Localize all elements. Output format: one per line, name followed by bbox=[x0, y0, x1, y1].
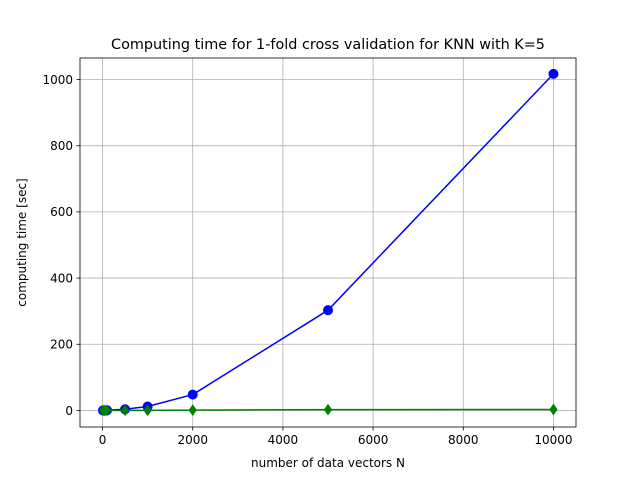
y-tick-label: 800 bbox=[50, 139, 73, 153]
y-tick-label: 600 bbox=[50, 205, 73, 219]
x-tick-label: 2000 bbox=[177, 433, 208, 447]
x-tick-label: 6000 bbox=[358, 433, 389, 447]
data-point bbox=[323, 305, 333, 316]
data-point bbox=[187, 389, 198, 400]
x-tick-label: 8000 bbox=[448, 433, 479, 447]
data-point bbox=[323, 403, 333, 416]
series-2 bbox=[98, 403, 558, 417]
y-tick-label: 200 bbox=[50, 338, 73, 352]
axes-frame bbox=[79, 57, 577, 428]
plot-area bbox=[97, 68, 559, 417]
y-tick-label: 0 bbox=[65, 404, 73, 418]
y-axis-label: computing time [sec] bbox=[15, 178, 29, 306]
data-point bbox=[102, 404, 112, 417]
data-point bbox=[548, 68, 559, 79]
y-tick-label: 400 bbox=[50, 271, 73, 285]
grid bbox=[80, 58, 576, 427]
y-tick-label: 1000 bbox=[42, 73, 73, 87]
data-point bbox=[120, 404, 130, 417]
data-point bbox=[549, 403, 558, 416]
data-point bbox=[143, 404, 152, 417]
x-axis-label: number of data vectors N bbox=[251, 456, 405, 470]
series-line bbox=[102, 73, 554, 412]
series-1 bbox=[97, 68, 559, 416]
x-tick-label: 10000 bbox=[534, 433, 572, 447]
chart-title: Computing time for 1-fold cross validati… bbox=[111, 37, 545, 53]
axis-ticks: 0 2000 4000 6000 8000 10000 0 200 400 600 800 1000 bbox=[42, 73, 572, 447]
x-tick-label: 0 bbox=[99, 433, 107, 447]
x-tick-label: 4000 bbox=[268, 433, 299, 447]
data-point bbox=[188, 404, 197, 417]
